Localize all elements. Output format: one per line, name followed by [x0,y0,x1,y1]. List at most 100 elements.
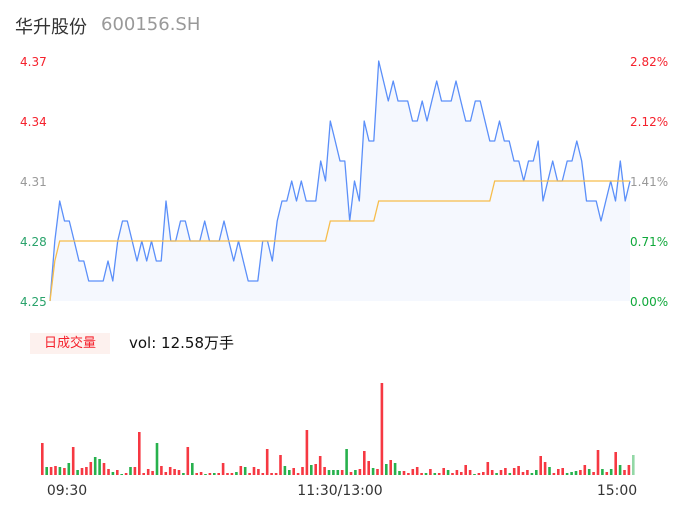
volume-bar [310,465,313,475]
volume-bar [164,472,168,475]
volume-bar [420,473,423,475]
volume-bar [433,473,437,475]
y-right-tick: 1.41% [630,175,668,189]
volume-bar [305,430,309,475]
volume-bar [380,383,384,475]
stock-code: 600156.SH [101,14,201,35]
volume-bar [58,467,62,475]
daily-volume-tab[interactable]: 日成交量 [30,333,110,354]
volume-bar [89,462,93,475]
volume-bar [504,468,507,475]
volume-bar [596,450,600,475]
volume-bar [138,432,141,475]
volume-bar [120,474,123,475]
volume-bar [587,469,591,475]
volume-bar [455,470,459,475]
volume-bar [182,473,185,475]
volume-bar [235,472,238,475]
stock-name: 华升股份 [15,17,87,38]
volume-bar [107,469,110,475]
y-right-tick: 2.12% [630,115,668,129]
volume-bar [133,467,137,475]
volume-bar [371,468,375,475]
volume-bar [257,469,260,475]
volume-summary: vol: 12.58万手 [129,334,234,352]
volume-bar [402,471,406,475]
volume-bar [80,468,84,475]
y-left-tick: 4.28 [20,235,47,249]
volume-bar [592,472,595,475]
volume-bar [199,472,203,475]
volume-bar [526,470,529,475]
y-left-tick: 4.34 [20,115,47,129]
volume-bar [327,470,331,475]
volume-bar [186,447,190,475]
volume-bar [376,469,379,475]
volume-bar [261,473,265,475]
volume-bar [243,467,247,475]
volume-bar [279,455,282,475]
volume-bar [517,466,520,475]
volume-bar [451,473,454,475]
volume-bar [116,470,119,475]
volume-bar [45,467,48,475]
volume-bar [226,473,229,475]
volume-bar [429,469,432,475]
volume-bar [358,469,362,475]
volume-bar [292,468,295,475]
volume-bar [93,457,97,475]
volume-bar [301,467,304,475]
volume-bar [63,468,66,475]
volume-bar [508,473,512,475]
volume-bar [398,471,401,475]
volume-bar [323,467,326,475]
volume-bar [98,459,101,475]
volume-bar [495,473,498,475]
volume-bar [288,470,291,475]
volume-bar [389,460,392,475]
volume-bar [239,466,243,475]
volume-bar [270,473,273,475]
volume-bar [274,473,278,475]
x-tick: 15:00 [597,483,637,499]
volume-bar [609,469,613,475]
volume-bar [340,470,344,475]
volume-bar [363,451,366,475]
volume-bar [221,463,225,475]
volume-bar [230,473,234,475]
volume-bar [565,473,569,475]
volume-bar [191,463,194,475]
volume-bar [385,464,388,475]
volume-bar [252,467,256,475]
volume-bar [296,473,300,475]
y-right-tick: 0.00% [630,295,668,309]
volume-bar [570,472,573,475]
volume-bar [464,465,467,475]
volume-bar [490,470,494,475]
volume-bar [557,469,560,475]
volume-bar [367,461,370,475]
volume-bar [173,469,176,475]
volume-bar [543,462,547,475]
volume-bar [574,471,578,475]
volume-panel [41,383,635,475]
volume-bar [618,465,622,475]
volume-bar [142,473,145,475]
avg-price-line [49,180,630,302]
volume-bar [583,465,587,475]
volume-bar [265,449,269,475]
volume-bar [314,464,317,475]
volume-bar [354,470,357,475]
volume-bar [248,473,251,475]
volume-bar [85,467,88,475]
volume-bar [102,463,106,475]
volume-bar [499,470,503,475]
volume-bar [411,469,415,475]
volume-bar [336,470,340,475]
volume-bar [486,462,490,475]
volume-bar [283,466,287,475]
volume-bar [614,452,617,475]
volume-bar [332,470,335,475]
volume-bar [552,473,556,475]
